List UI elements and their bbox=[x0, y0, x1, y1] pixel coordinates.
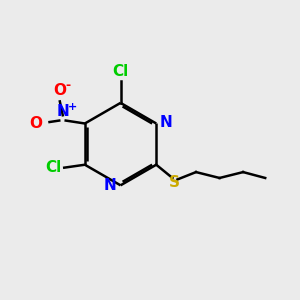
Text: +: + bbox=[68, 102, 77, 112]
Text: N: N bbox=[160, 115, 173, 130]
Text: N: N bbox=[56, 104, 69, 119]
Text: O: O bbox=[53, 83, 66, 98]
Text: N: N bbox=[104, 178, 117, 193]
Text: S: S bbox=[168, 175, 179, 190]
Text: -: - bbox=[65, 79, 70, 92]
Text: Cl: Cl bbox=[112, 64, 129, 79]
Text: O: O bbox=[29, 116, 42, 131]
Text: Cl: Cl bbox=[45, 160, 61, 175]
